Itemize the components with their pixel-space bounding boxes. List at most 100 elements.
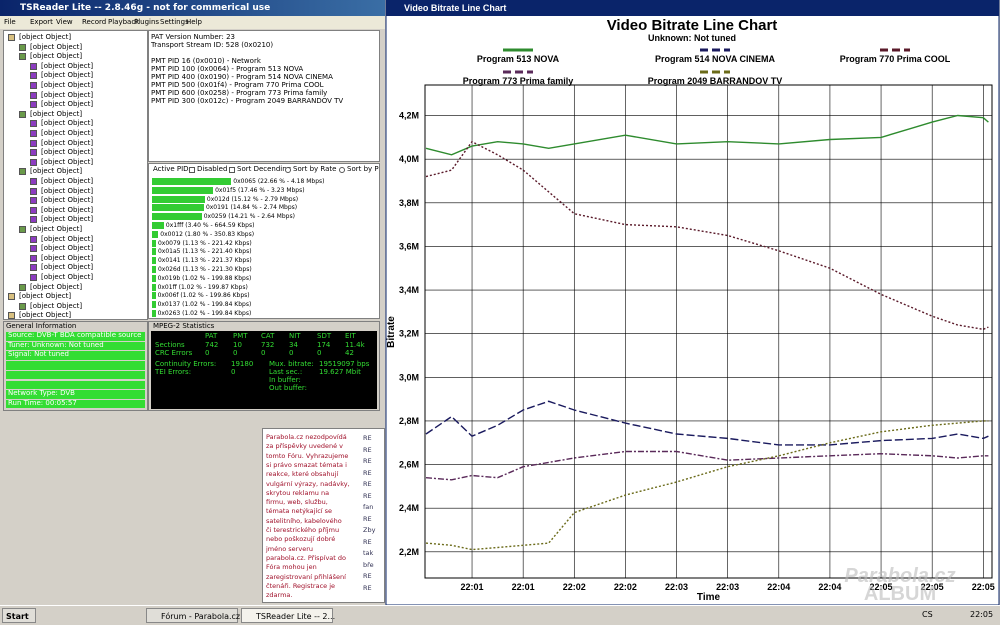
option-box[interactable]	[229, 167, 235, 173]
topic-link[interactable]: RE	[363, 434, 372, 442]
tree-item[interactable]: [object Object]	[41, 90, 94, 99]
tree-item[interactable]: [object Object]	[41, 129, 94, 137]
tree-item[interactable]: [object Object]	[41, 71, 94, 80]
option-label[interactable]: Sort Decending	[237, 165, 292, 173]
tree-icon	[8, 34, 15, 41]
tree-icon	[30, 62, 37, 70]
tree-item[interactable]: [object Object]	[41, 157, 94, 166]
x-tick-label: 22:05	[870, 582, 893, 592]
tree-item[interactable]: [object Object]	[41, 205, 94, 214]
tree-item[interactable]: [object Object]	[19, 292, 72, 301]
x-axis-label: Time	[697, 592, 721, 603]
tree-item[interactable]: [object Object]	[19, 33, 72, 41]
stats-col: NIT	[289, 332, 301, 340]
tree-item[interactable]: [object Object]	[41, 253, 94, 262]
option-label[interactable]: Sort by PID	[347, 165, 379, 173]
stats-value: 0	[261, 349, 266, 357]
topic-link[interactable]: RE	[363, 491, 372, 500]
pid-bar	[152, 257, 156, 265]
tree-item[interactable]: [object Object]	[41, 100, 94, 109]
pid-label: 0x0065 (22.66 % - 4.18 Mbps)	[233, 178, 325, 185]
menu-item[interactable]: File	[4, 18, 16, 26]
topic-link[interactable]: bře	[363, 560, 374, 569]
topic-link[interactable]: fan	[363, 503, 374, 511]
tree-item[interactable]: [object Object]	[30, 109, 83, 118]
topic-link[interactable]: RE	[363, 457, 372, 465]
info-row	[6, 361, 145, 370]
stats-col: EIT	[345, 332, 356, 340]
tree-icon	[30, 101, 37, 109]
tree-item[interactable]: [object Object]	[30, 167, 83, 176]
text-line: tomto Fóru. Vyhrazujeme	[266, 451, 349, 460]
topic-link[interactable]: RE	[363, 445, 372, 454]
topic-link[interactable]: Zby	[363, 526, 376, 534]
menu-item[interactable]: Settings	[160, 18, 189, 26]
info-row	[6, 351, 145, 360]
tree-item[interactable]: [object Object]	[41, 81, 94, 89]
option-box[interactable]	[339, 167, 345, 173]
task-button[interactable]: TSReader Lite -- 2...	[241, 608, 335, 623]
tree-item[interactable]: [object Object]	[41, 196, 94, 205]
pid-bar	[152, 274, 156, 282]
topic-link[interactable]: RE	[363, 583, 372, 592]
option-box[interactable]	[285, 167, 291, 173]
pat-line: PMT PID 400 (0x0190) - Program 514 NOVA …	[151, 73, 333, 81]
tree-item[interactable]: [object Object]	[41, 186, 94, 195]
tree-item[interactable]: [object Object]	[41, 234, 94, 243]
menu-item[interactable]: Plugins	[134, 18, 160, 26]
topic-link[interactable]: RE	[363, 572, 372, 580]
text-line: skrytou reklamu na	[266, 488, 330, 497]
topic-link[interactable]: RE	[363, 537, 372, 546]
tree-item[interactable]: [object Object]	[41, 148, 94, 157]
topic-link[interactable]: RE	[363, 480, 372, 488]
topic-link[interactable]: tak	[363, 549, 374, 557]
start-button[interactable]: Start	[2, 608, 36, 623]
stats-value: 174	[317, 341, 331, 349]
menu-item[interactable]: Record	[82, 18, 107, 26]
y-tick-label: 4,2M	[399, 111, 419, 121]
topic-link[interactable]: RE	[363, 468, 372, 477]
data-line	[425, 420, 989, 551]
topic-link[interactable]: RE	[363, 514, 372, 523]
tree-item[interactable]: [object Object]	[30, 52, 83, 61]
menu-bar: File Export View Record Playback Plugins Setti…	[0, 16, 385, 29]
task-button[interactable]: Fórum - Parabola.cz ...	[146, 608, 250, 623]
text-line: jméno serveru	[266, 544, 313, 553]
tree-item[interactable]: [object Object]	[41, 244, 94, 253]
x-tick-label: 22:02	[563, 582, 586, 592]
pid-label: 0x1fff (3.40 % - 664.59 Kbps)	[165, 222, 255, 229]
x-tick-label: 22:04	[818, 582, 841, 592]
pid-bar	[152, 248, 156, 256]
plot-area	[424, 84, 993, 579]
language[interactable]: CS	[922, 610, 933, 619]
option-label[interactable]: Sort by Rate	[293, 165, 337, 173]
tree-icon	[19, 302, 26, 310]
tree-item[interactable]: [object Object]	[41, 177, 94, 185]
tree-item[interactable]: [object Object]	[30, 42, 83, 51]
legend-label: Program 514 NOVA CINEMA	[655, 54, 776, 64]
tree-item[interactable]: [object Object]	[41, 61, 94, 70]
option-box[interactable]	[189, 167, 195, 173]
tree-item[interactable]: [object Object]	[19, 311, 72, 320]
tree-item[interactable]: [object Object]	[41, 263, 94, 272]
menu-item[interactable]: View	[56, 18, 73, 26]
x-tick-label: 22:01	[461, 582, 484, 592]
info-row	[6, 399, 145, 409]
menu-item[interactable]: Export	[30, 18, 53, 26]
pat-line: PAT Version Number: 23	[151, 33, 235, 41]
tree-item[interactable]: [object Object]	[30, 282, 83, 291]
menu-item[interactable]: Playback	[108, 18, 140, 26]
info-text: Network Type: DVB	[8, 389, 75, 398]
tree-item[interactable]: [object Object]	[30, 301, 83, 310]
tree-item[interactable]: [object Object]	[41, 138, 94, 147]
tree-item[interactable]: [object Object]	[41, 273, 94, 281]
window-title-bar	[386, 0, 999, 16]
tree-item[interactable]: [object Object]	[41, 215, 94, 224]
option-label[interactable]: Disabled	[197, 165, 228, 173]
tree-item[interactable]: [object Object]	[41, 119, 94, 128]
menu-item[interactable]: Help	[186, 18, 202, 26]
tree-item[interactable]: [object Object]	[30, 225, 83, 233]
pid-label: 0x0141 (1.13 % - 221.37 Kbps)	[157, 257, 252, 265]
stats-label: Out buffer:	[269, 384, 308, 392]
